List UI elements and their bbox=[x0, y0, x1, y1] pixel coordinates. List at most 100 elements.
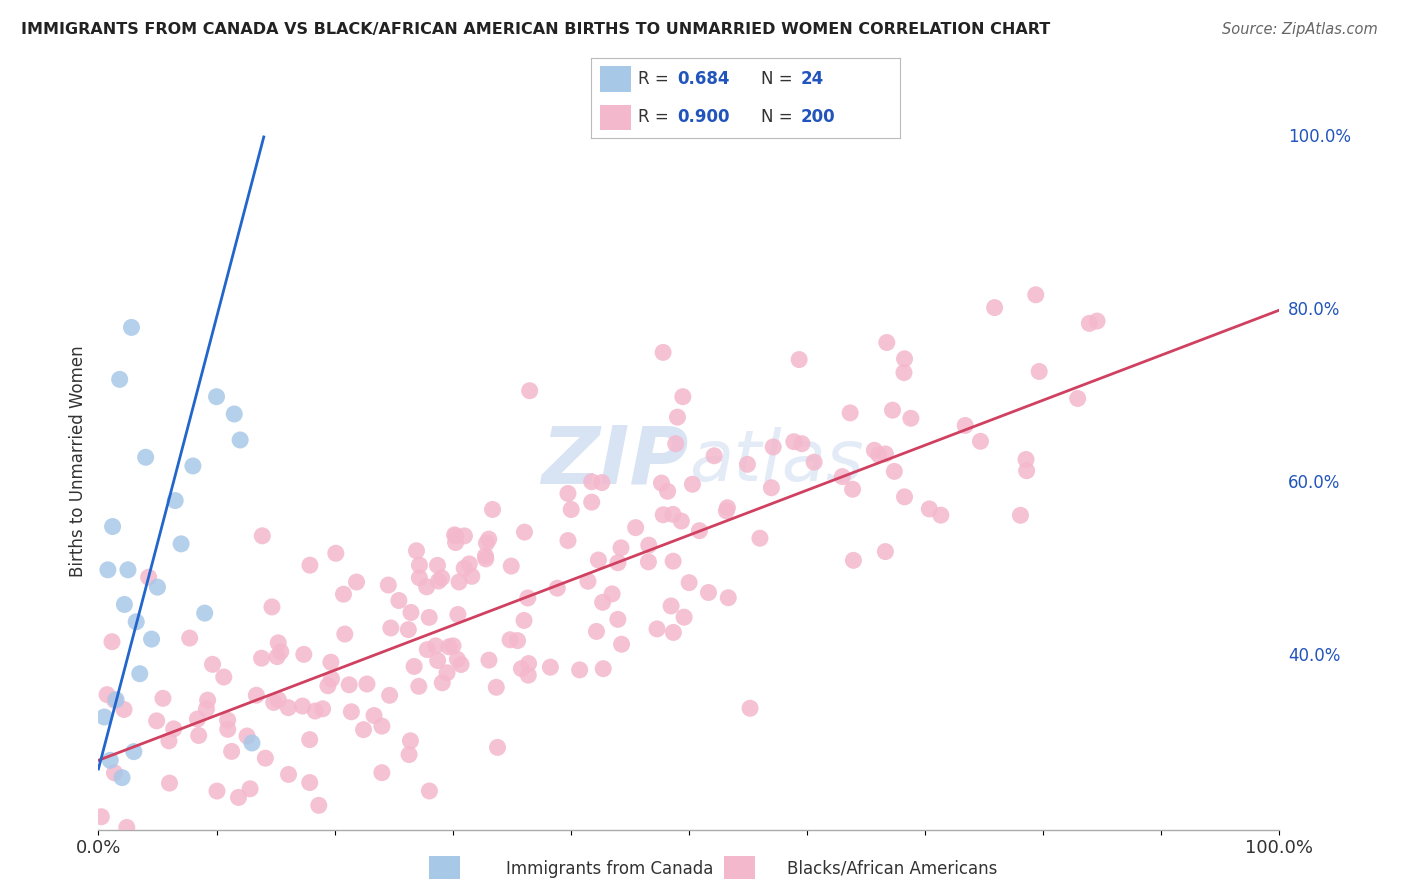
Point bbox=[600, 587, 623, 601]
Point bbox=[588, 553, 610, 567]
Point bbox=[624, 521, 647, 535]
Point bbox=[591, 475, 613, 490]
Point bbox=[662, 625, 685, 640]
Point bbox=[292, 648, 315, 662]
Point bbox=[270, 645, 292, 659]
Point bbox=[688, 524, 710, 538]
Point bbox=[697, 585, 720, 599]
Point bbox=[568, 663, 591, 677]
Point bbox=[377, 578, 399, 592]
Point bbox=[444, 529, 467, 543]
Point bbox=[645, 622, 668, 636]
Point bbox=[585, 624, 607, 639]
Point bbox=[125, 615, 148, 629]
Point bbox=[332, 587, 354, 601]
Point bbox=[453, 561, 475, 575]
Point bbox=[291, 699, 314, 714]
Point bbox=[450, 657, 472, 672]
Point bbox=[783, 434, 806, 449]
Point bbox=[378, 688, 401, 702]
Point bbox=[103, 765, 125, 780]
Point bbox=[371, 765, 394, 780]
Point bbox=[236, 729, 259, 743]
Point bbox=[194, 606, 217, 620]
Point bbox=[918, 502, 941, 516]
Point bbox=[516, 591, 538, 605]
Point bbox=[876, 335, 898, 350]
Point bbox=[437, 640, 460, 654]
Point bbox=[519, 384, 541, 398]
Point bbox=[652, 508, 675, 522]
Point bbox=[250, 651, 273, 665]
Point bbox=[201, 657, 224, 672]
Point bbox=[513, 614, 536, 628]
Point bbox=[145, 714, 167, 728]
Point bbox=[224, 407, 246, 421]
Point bbox=[266, 649, 288, 664]
Point bbox=[221, 744, 243, 758]
Point bbox=[953, 418, 976, 433]
Point bbox=[513, 525, 536, 540]
Point bbox=[356, 677, 378, 691]
Point bbox=[152, 691, 174, 706]
Point bbox=[105, 692, 128, 706]
Point bbox=[179, 631, 201, 645]
Point bbox=[748, 531, 770, 545]
Point bbox=[506, 633, 529, 648]
Point bbox=[240, 736, 263, 750]
Point bbox=[839, 406, 862, 420]
Point bbox=[163, 722, 186, 736]
Point bbox=[141, 854, 163, 868]
Point bbox=[337, 678, 360, 692]
Point bbox=[868, 448, 890, 462]
Point bbox=[787, 352, 810, 367]
Point bbox=[212, 670, 235, 684]
Point bbox=[581, 475, 603, 489]
Point bbox=[159, 776, 181, 790]
Point bbox=[128, 666, 150, 681]
Point bbox=[1085, 314, 1108, 328]
Point bbox=[1015, 452, 1038, 467]
Point bbox=[205, 784, 228, 798]
Point bbox=[398, 747, 420, 762]
Text: atlas: atlas bbox=[689, 427, 863, 496]
Point bbox=[969, 434, 991, 449]
Point bbox=[254, 751, 277, 765]
Point bbox=[538, 660, 561, 674]
Point bbox=[738, 701, 761, 715]
Point bbox=[232, 840, 254, 855]
Point bbox=[404, 659, 426, 673]
Point bbox=[546, 581, 568, 595]
Point bbox=[93, 710, 115, 724]
Point bbox=[371, 719, 394, 733]
Point bbox=[298, 775, 321, 789]
Point bbox=[170, 537, 193, 551]
Point bbox=[97, 563, 120, 577]
Point bbox=[447, 574, 470, 589]
Point bbox=[681, 477, 703, 491]
Point bbox=[169, 833, 191, 847]
Point bbox=[340, 705, 363, 719]
Point bbox=[485, 681, 508, 695]
Point bbox=[481, 502, 503, 516]
Point bbox=[277, 700, 299, 714]
Point bbox=[98, 753, 121, 767]
Point bbox=[146, 580, 169, 594]
Point bbox=[900, 411, 922, 425]
Point bbox=[650, 476, 672, 491]
Point bbox=[353, 723, 375, 737]
Point bbox=[576, 574, 599, 589]
Point bbox=[657, 484, 679, 499]
Point bbox=[112, 702, 135, 716]
Point bbox=[267, 693, 290, 707]
Point bbox=[1015, 464, 1038, 478]
Point bbox=[426, 558, 449, 573]
Text: 100.0%: 100.0% bbox=[1288, 128, 1351, 146]
Point bbox=[108, 372, 131, 386]
Point bbox=[308, 798, 330, 813]
Point bbox=[388, 593, 411, 607]
Point bbox=[893, 490, 915, 504]
Point bbox=[157, 734, 180, 748]
Point bbox=[610, 637, 633, 651]
Point bbox=[181, 458, 204, 473]
